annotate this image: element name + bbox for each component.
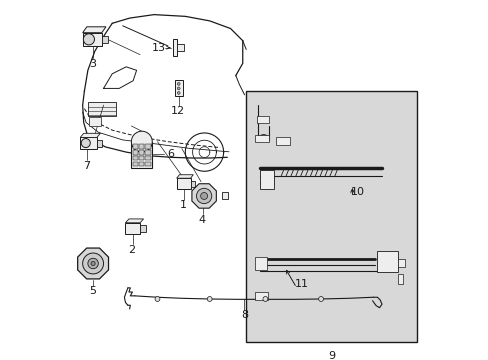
Bar [102, 36, 108, 43]
Bar [145, 162, 150, 166]
Bar [140, 225, 145, 232]
Bar [222, 193, 228, 199]
Polygon shape [125, 219, 143, 223]
Bar [177, 44, 184, 51]
Text: 10: 10 [350, 187, 364, 197]
Bar [260, 170, 274, 189]
Circle shape [91, 261, 95, 266]
Polygon shape [176, 175, 193, 178]
Circle shape [207, 297, 212, 301]
Bar [131, 142, 152, 168]
Bar [256, 116, 268, 122]
Text: 2: 2 [128, 245, 135, 255]
Polygon shape [82, 27, 106, 33]
Bar [145, 156, 150, 161]
Bar [145, 144, 150, 149]
Bar [139, 144, 144, 149]
Bar [88, 102, 116, 116]
Bar [246, 91, 416, 342]
Circle shape [155, 297, 160, 301]
Bar [97, 140, 102, 147]
Bar [254, 292, 267, 300]
Circle shape [263, 297, 267, 301]
Circle shape [177, 87, 180, 90]
Text: 11: 11 [294, 279, 308, 289]
Text: 8: 8 [241, 310, 247, 320]
Text: 3: 3 [89, 59, 96, 69]
Circle shape [200, 193, 207, 199]
Text: 6: 6 [166, 149, 174, 159]
Circle shape [83, 34, 94, 45]
Bar [133, 144, 138, 149]
Bar [275, 138, 289, 145]
Bar [139, 156, 144, 161]
Circle shape [177, 82, 180, 85]
Bar [254, 257, 266, 270]
Bar [175, 80, 182, 96]
Text: 7: 7 [83, 161, 90, 171]
Bar [80, 138, 97, 149]
Polygon shape [80, 133, 100, 138]
Bar [125, 223, 140, 234]
Bar [82, 33, 102, 46]
Circle shape [82, 253, 103, 274]
Bar [88, 117, 101, 126]
Bar [133, 156, 138, 161]
Circle shape [318, 297, 323, 301]
Bar [139, 150, 144, 154]
Polygon shape [78, 248, 108, 279]
Bar [254, 135, 268, 142]
Text: 1: 1 [179, 201, 186, 210]
Bar [133, 150, 138, 154]
Circle shape [131, 131, 152, 152]
Text: 5: 5 [89, 286, 97, 296]
Polygon shape [191, 184, 216, 208]
Bar [173, 39, 177, 57]
Bar [376, 251, 397, 272]
Text: 9: 9 [327, 351, 334, 360]
Circle shape [177, 91, 180, 94]
Circle shape [88, 258, 98, 269]
Circle shape [81, 139, 90, 148]
Text: 12: 12 [171, 106, 184, 116]
Bar [145, 150, 150, 154]
Text: 4: 4 [199, 215, 205, 225]
Bar [176, 178, 190, 189]
Bar [397, 259, 405, 267]
Circle shape [196, 188, 211, 204]
Text: 13: 13 [151, 43, 165, 53]
Bar [139, 162, 144, 166]
Bar [133, 162, 138, 166]
Bar [397, 274, 402, 284]
Bar [190, 181, 195, 187]
